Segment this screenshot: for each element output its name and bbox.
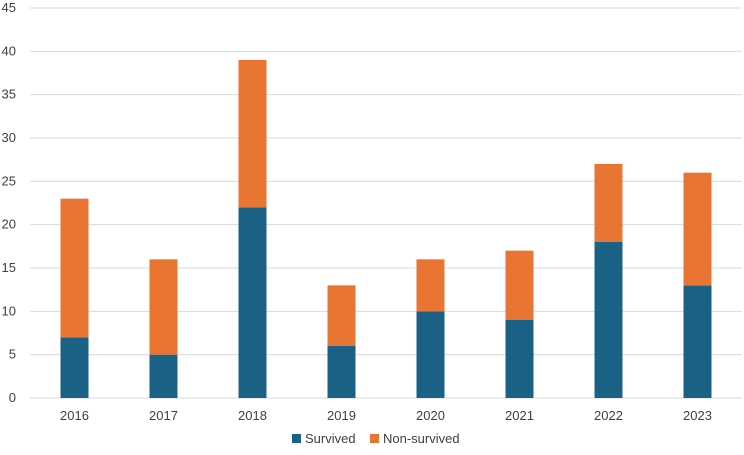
x-tick-label: 2019 xyxy=(327,408,356,423)
y-tick-label: 20 xyxy=(2,217,16,232)
x-tick-label: 2016 xyxy=(60,408,89,423)
bar-survived-2016 xyxy=(60,337,89,398)
bar-survived-2021 xyxy=(505,320,534,398)
x-tick-label: 2017 xyxy=(149,408,178,423)
y-tick-label: 45 xyxy=(2,0,16,15)
bar-non-survived-2023 xyxy=(683,172,712,286)
legend-label: Non-survived xyxy=(383,431,460,446)
axes: 0 5 10 15 20 25 30 35 40 45 2016 2017 2018 2019 2020 20… xyxy=(2,0,712,423)
y-tick-label: 25 xyxy=(2,173,16,188)
x-tick-label: 2021 xyxy=(505,408,534,423)
bar-survived-2022 xyxy=(594,242,623,398)
bars xyxy=(60,60,712,398)
y-tick-label: 15 xyxy=(2,260,16,275)
bar-non-survived-2021 xyxy=(505,250,534,320)
bar-non-survived-2017 xyxy=(149,259,178,355)
y-tick-label: 40 xyxy=(2,43,16,58)
legend-swatch-survived xyxy=(292,434,301,443)
y-tick-label: 30 xyxy=(2,130,16,145)
x-tick-label: 2020 xyxy=(416,408,445,423)
gridlines xyxy=(30,7,742,399)
bar-survived-2020 xyxy=(416,311,445,398)
y-tick-label: 35 xyxy=(2,87,16,102)
bar-survived-2023 xyxy=(683,285,712,398)
y-tick-label: 10 xyxy=(2,303,16,318)
bar-non-survived-2019 xyxy=(327,285,356,346)
bar-non-survived-2022 xyxy=(594,164,623,242)
x-tick-label: 2018 xyxy=(238,408,267,423)
x-tick-label: 2022 xyxy=(594,408,623,423)
bar-survived-2017 xyxy=(149,354,178,398)
y-tick-label: 0 xyxy=(9,390,16,405)
bar-survived-2018 xyxy=(238,207,267,398)
bar-non-survived-2016 xyxy=(60,198,89,338)
legend-label: Survived xyxy=(305,431,356,446)
legend-swatch-non-survived xyxy=(370,434,379,443)
bar-survived-2019 xyxy=(327,346,356,398)
x-tick-label: 2023 xyxy=(683,408,712,423)
y-tick-label: 5 xyxy=(9,347,16,362)
bar-non-survived-2020 xyxy=(416,259,445,312)
legend: Survived Non-survived xyxy=(292,431,460,446)
bar-non-survived-2018 xyxy=(238,60,267,208)
